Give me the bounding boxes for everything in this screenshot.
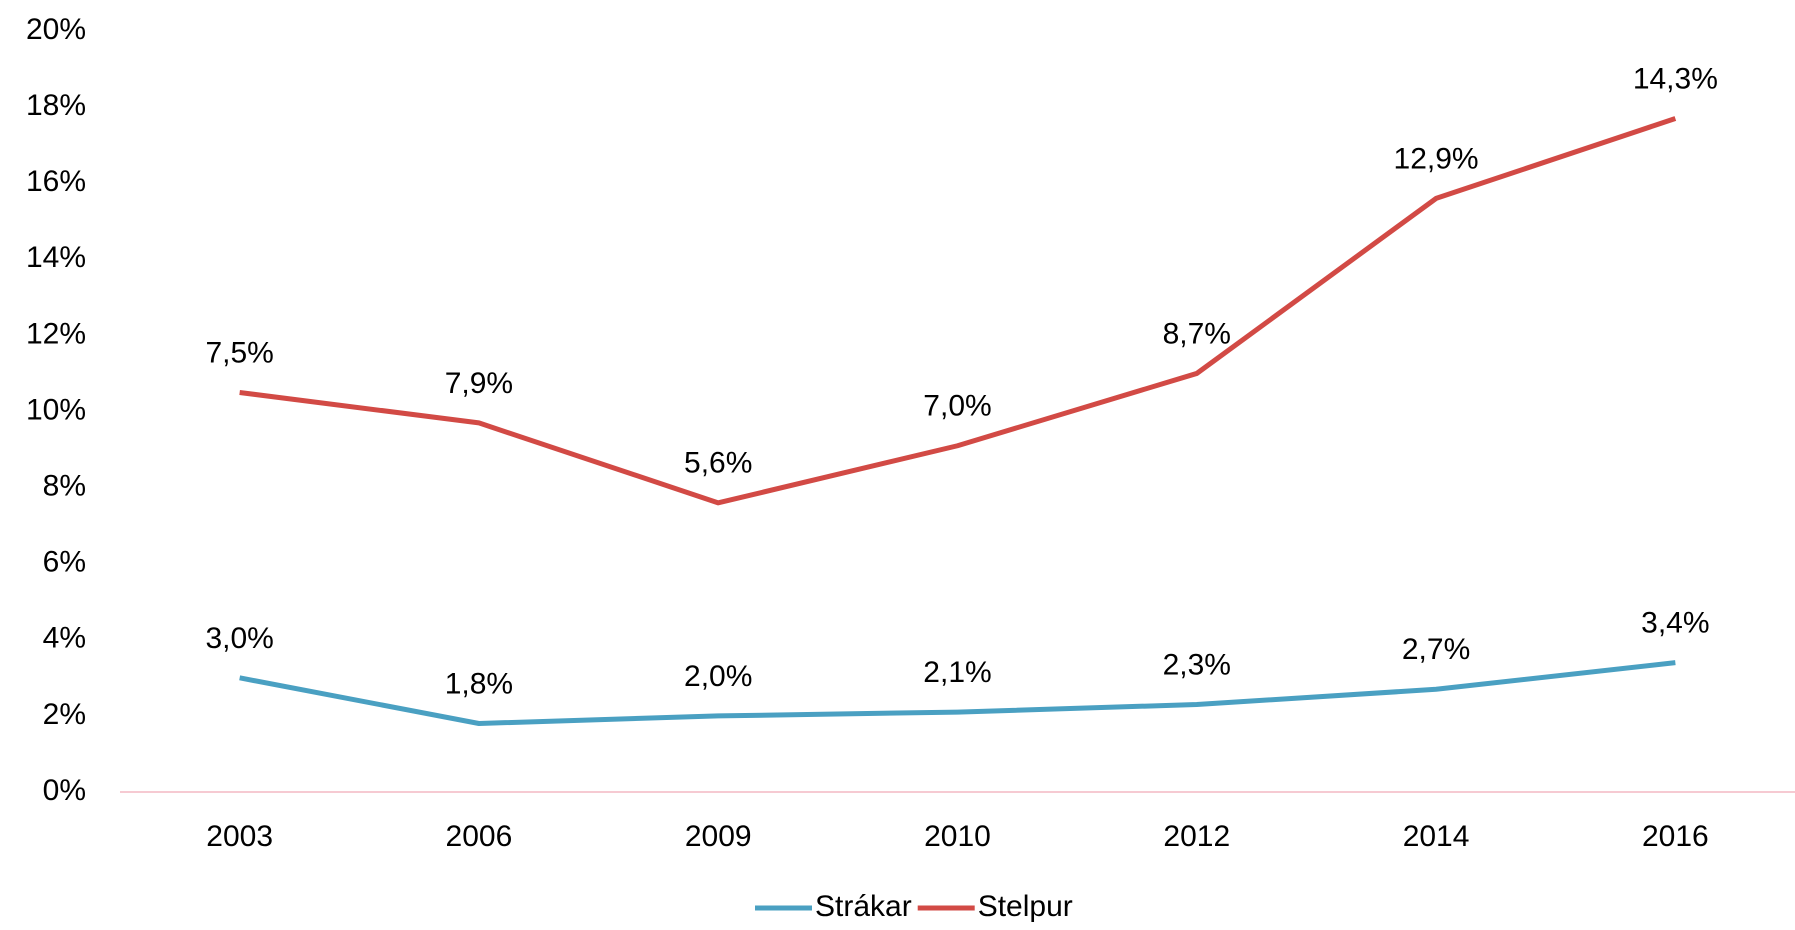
x-tick-label: 2016 [1642, 820, 1709, 853]
data-label: 7,9% [445, 367, 513, 400]
x-tick-label: 2010 [924, 820, 991, 853]
data-label: 2,0% [684, 660, 752, 693]
y-tick-label: 14% [26, 241, 86, 274]
data-label: 2,7% [1402, 633, 1470, 666]
data-label: 12,9% [1394, 142, 1479, 175]
y-tick-label: 16% [26, 165, 86, 198]
y-tick-label: 6% [43, 546, 86, 579]
data-label: 5,6% [684, 447, 752, 480]
y-tick-label: 20% [26, 13, 86, 46]
data-label: 7,5% [205, 336, 273, 369]
data-label: 3,0% [205, 622, 273, 655]
series-line [239, 660, 1676, 727]
data-label: 2,3% [1163, 648, 1231, 681]
y-tick-label: 0% [43, 774, 86, 807]
x-tick-label: 2003 [206, 820, 273, 853]
data-label: 8,7% [1163, 317, 1231, 350]
data-label: 1,8% [445, 667, 513, 700]
legend-label: Stelpur [978, 890, 1073, 923]
y-tick-label: 12% [26, 317, 86, 350]
x-tick-label: 2009 [685, 820, 752, 853]
data-label: 2,1% [923, 656, 991, 689]
x-tick-label: 2006 [446, 820, 513, 853]
y-tick-label: 2% [43, 698, 86, 731]
data-label: 14,3% [1633, 62, 1718, 95]
x-tick-label: 2012 [1163, 820, 1230, 853]
legend-label: Strákar [815, 890, 912, 923]
data-label: 3,4% [1641, 607, 1709, 640]
y-tick-label: 8% [43, 470, 86, 503]
y-tick-label: 4% [43, 622, 86, 655]
y-tick-label: 18% [26, 89, 86, 122]
series-line [239, 116, 1677, 506]
x-tick-label: 2014 [1403, 820, 1470, 853]
y-tick-label: 10% [26, 393, 86, 426]
data-label: 7,0% [923, 390, 991, 423]
